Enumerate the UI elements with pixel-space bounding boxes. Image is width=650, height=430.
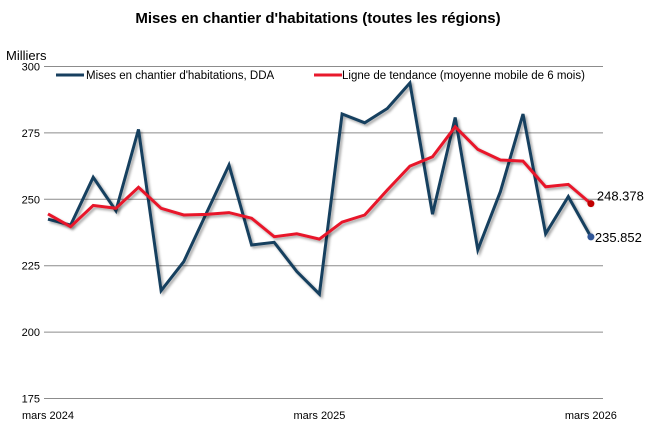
y-tick-label: 275 (22, 128, 40, 140)
y-tick-label: 175 (22, 394, 40, 406)
legend-label-series-2: Ligne de tendance (moyenne mobile de 6 m… (342, 70, 585, 82)
series-line-2 (47, 124, 592, 241)
x-tick-label: mars 2025 (293, 410, 345, 422)
y-tick-label: 300 (22, 62, 40, 74)
chart-title: Mises en chantier d'habitations (toutes … (135, 10, 500, 27)
y-axis-label: Milliers (6, 48, 47, 63)
data-point (587, 200, 595, 208)
x-tick-label: mars 2024 (22, 410, 74, 422)
data-point (587, 233, 595, 241)
legend: Mises en chantier d'habitations, DDA Lig… (56, 70, 585, 82)
y-tick-label: 250 (22, 194, 40, 206)
end-value-label-1: 235.852 (595, 230, 642, 245)
y-tick-label: 200 (22, 327, 40, 339)
y-tick-label: 225 (22, 261, 40, 273)
end-value-label-2: 248.378 (597, 189, 644, 204)
series-line-1 (47, 79, 593, 298)
x-tick-label: mars 2026 (565, 410, 617, 422)
legend-label-series-1: Mises en chantier d'habitations, DDA (86, 70, 275, 82)
